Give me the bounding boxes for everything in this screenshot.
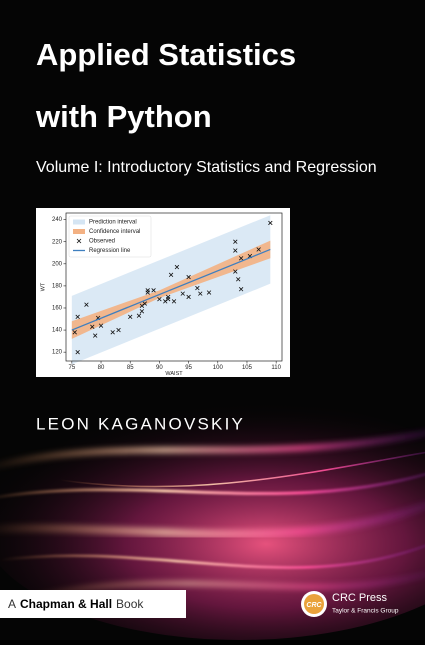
legend-swatch bbox=[76, 238, 82, 244]
chart: 75 80 85 90 95 100 105 110 120 140 160 180 200 220 240… bbox=[40, 212, 283, 377]
y-tick-label: 160 bbox=[52, 306, 63, 312]
observed-point bbox=[198, 291, 203, 296]
observed-point bbox=[174, 264, 180, 270]
imprint: A Chapman & Hall Book bbox=[8, 597, 144, 611]
author: LEON KAGANOVSKIY bbox=[36, 414, 245, 433]
plot-frame bbox=[65, 212, 283, 362]
observed-point bbox=[268, 220, 273, 226]
legend-box bbox=[68, 215, 152, 258]
x-tick-label: 75 bbox=[68, 365, 75, 371]
observed-point bbox=[171, 299, 177, 304]
observed-point bbox=[75, 314, 80, 320]
y-tick-label: 180 bbox=[52, 283, 63, 289]
imprint-name: Chapman & Hall bbox=[20, 597, 112, 611]
imprint-prefix: A bbox=[8, 597, 16, 611]
publisher-name: CRC Press bbox=[332, 592, 388, 604]
regression-line bbox=[71, 248, 271, 331]
imprint-suffix: Book bbox=[116, 597, 144, 611]
legend-swatch bbox=[73, 219, 85, 225]
observed-point bbox=[139, 303, 145, 308]
observed-point bbox=[165, 296, 171, 302]
y-tick-label: 220 bbox=[52, 239, 63, 245]
x-tick-label: 85 bbox=[127, 365, 134, 371]
y-tick-label: 120 bbox=[52, 350, 63, 356]
glow bbox=[0, 400, 425, 640]
observed-point bbox=[145, 290, 150, 295]
legend-label: Confidence interval bbox=[89, 229, 140, 235]
subtitle: Volume I: Introductory Statistics and Re… bbox=[36, 159, 377, 176]
y-tick-label: 140 bbox=[52, 328, 63, 334]
legend-label: Observed bbox=[89, 239, 115, 245]
x-tick-label: 100 bbox=[213, 365, 224, 371]
observed-point bbox=[136, 313, 142, 318]
observed-point bbox=[236, 277, 241, 282]
observed-point bbox=[157, 296, 162, 302]
observed-point bbox=[110, 330, 115, 335]
observed-point bbox=[75, 349, 80, 355]
observed-point bbox=[186, 274, 191, 280]
title-line: with Python bbox=[35, 99, 212, 134]
observed-point bbox=[206, 290, 212, 295]
legend-label: Regression line bbox=[89, 248, 131, 254]
legend-swatch bbox=[73, 229, 85, 234]
observed-point bbox=[151, 288, 156, 293]
observed-point bbox=[233, 248, 238, 253]
observed-point bbox=[128, 314, 133, 320]
observed-point bbox=[116, 327, 121, 333]
observed-point bbox=[142, 301, 147, 306]
x-tick-label: 90 bbox=[156, 365, 163, 371]
observed-point bbox=[186, 294, 191, 300]
observed-point bbox=[195, 285, 200, 291]
x-axis-label: WAIST bbox=[165, 371, 183, 377]
observed-point bbox=[256, 247, 261, 252]
observed-point bbox=[90, 324, 95, 329]
observed-point bbox=[98, 323, 104, 328]
title-line: Applied Statistics bbox=[36, 37, 296, 72]
observed-point bbox=[180, 291, 185, 296]
x-tick-label: 80 bbox=[98, 365, 105, 371]
x-tick-label: 105 bbox=[242, 365, 253, 371]
light-streaks bbox=[0, 430, 425, 603]
y-tick-label: 200 bbox=[52, 261, 63, 267]
observed-point bbox=[139, 309, 145, 314]
publisher-logo-text: CRC bbox=[306, 602, 322, 609]
observed-point bbox=[168, 272, 174, 278]
publisher-group: Taylor & Francis Group bbox=[332, 608, 399, 615]
observed-point bbox=[72, 330, 77, 335]
observed-point bbox=[238, 287, 244, 292]
x-tick-label: 110 bbox=[271, 365, 281, 371]
observed-point bbox=[233, 269, 238, 274]
observed-point bbox=[233, 239, 238, 244]
y-axis-label: WT bbox=[40, 282, 46, 291]
y-tick-label: 240 bbox=[52, 217, 63, 223]
x-tick-label: 95 bbox=[185, 365, 192, 371]
observed-point bbox=[163, 299, 168, 304]
observed-point bbox=[93, 333, 98, 338]
observed-point bbox=[238, 256, 244, 261]
imprint-box bbox=[0, 590, 186, 618]
publisher-logo-inner bbox=[304, 594, 324, 614]
observed-point bbox=[84, 302, 89, 307]
legend-label: Prediction interval bbox=[89, 220, 137, 226]
